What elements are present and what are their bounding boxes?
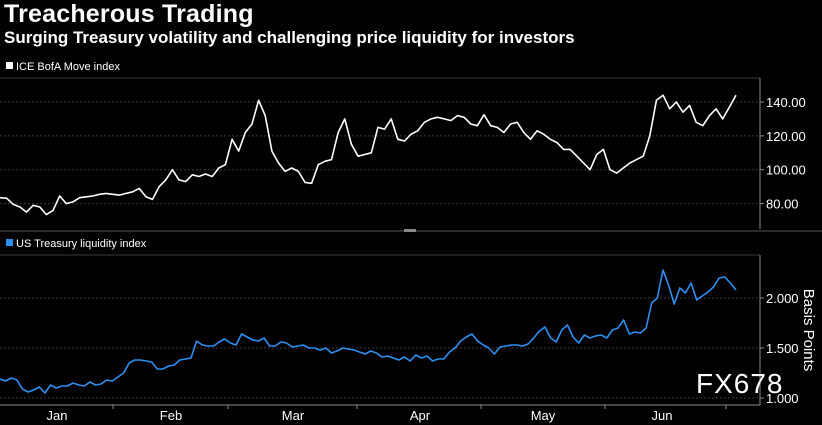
liquidity-tick-label: 1.000 xyxy=(766,391,799,406)
move-tick-label: 140.00 xyxy=(766,95,806,110)
chart-subtitle: Surging Treasury volatility and challeng… xyxy=(4,28,575,47)
move-y-ticks: 80.00 100.00 120.00 140.00 xyxy=(760,95,806,212)
move-tick-label: 80.00 xyxy=(766,197,799,212)
liquidity-series-line xyxy=(0,269,737,394)
month-label-jan: Jan xyxy=(47,408,68,423)
month-label-jun: Jun xyxy=(652,408,673,423)
move-tick-label: 100.00 xyxy=(766,163,806,178)
legend-swatch-move xyxy=(6,62,13,69)
watermark-logo: FX678 xyxy=(696,368,784,399)
move-gridlines xyxy=(0,101,760,205)
x-month-labels: Jan Feb Mar Apr May Jun xyxy=(47,405,727,423)
liquidity-y-axis-label: Basis Points xyxy=(800,289,817,372)
legend-swatch-liquidity xyxy=(6,239,13,246)
liquidity-tick-label: 1.500 xyxy=(766,341,799,356)
month-label-mar: Mar xyxy=(282,408,305,423)
legend-liquidity: US Treasury liquidity index xyxy=(16,238,147,250)
move-series-line xyxy=(0,94,737,216)
liquidity-y-ticks: 1.000 1.500 2.000 xyxy=(760,291,799,406)
chart-title: Treacherous Trading xyxy=(4,0,254,28)
move-tick-label: 120.00 xyxy=(766,129,806,144)
legend-move: ICE BofA Move index xyxy=(16,61,120,73)
month-label-feb: Feb xyxy=(160,408,182,423)
month-label-may: May xyxy=(531,408,556,423)
liquidity-tick-label: 2.000 xyxy=(766,291,799,306)
liquidity-gridlines xyxy=(0,297,760,399)
month-label-apr: Apr xyxy=(410,408,431,423)
panel-divider-handle[interactable] xyxy=(404,229,416,232)
